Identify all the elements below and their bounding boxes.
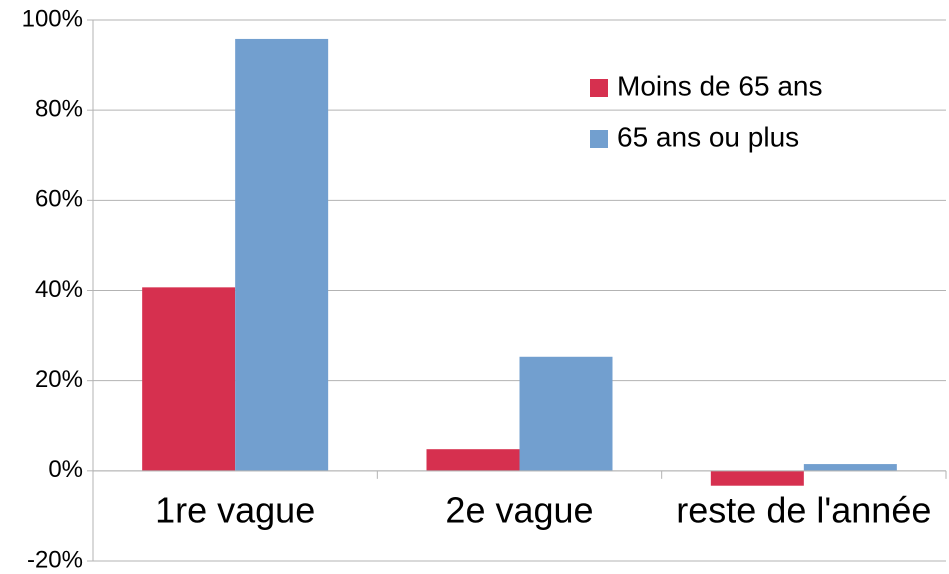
x-tick-label: 2e vague <box>445 490 593 531</box>
y-tick-label: 0% <box>48 456 83 483</box>
y-tick-label: 60% <box>35 186 83 213</box>
y-tick-label: -20% <box>27 546 83 573</box>
y-tick-label: 100% <box>22 5 83 32</box>
legend-label: Moins de 65 ans <box>617 70 822 101</box>
bar <box>235 38 329 471</box>
x-tick-label: 1re vague <box>155 490 315 531</box>
y-tick-label: 20% <box>35 366 83 393</box>
legend-label: 65 ans ou plus <box>617 121 799 152</box>
y-tick-label: 80% <box>35 96 83 123</box>
legend-swatch <box>590 79 608 97</box>
bar <box>426 449 520 471</box>
legend-swatch <box>590 130 608 148</box>
x-tick-label: reste de l'année <box>676 490 931 531</box>
y-tick-label: 40% <box>35 276 83 303</box>
bar <box>142 287 236 471</box>
bar <box>710 470 804 486</box>
bar <box>519 356 613 471</box>
bar <box>803 464 897 471</box>
